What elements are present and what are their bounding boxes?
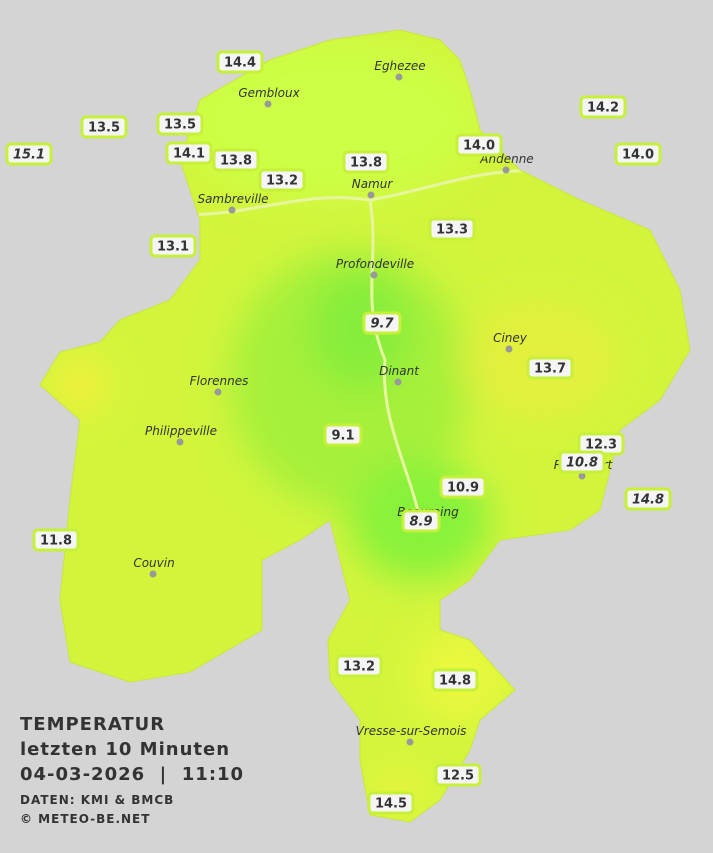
town-dot [228, 206, 236, 214]
town-dot [367, 191, 375, 199]
station-value: 13.2 [266, 174, 298, 189]
station-value: 13.3 [436, 223, 468, 238]
station-value: 14.2 [587, 101, 619, 116]
town-name: Vresse-sur-Semois [356, 724, 467, 738]
station-box [439, 475, 487, 499]
station-value: 13.8 [220, 154, 252, 169]
legend: TEMPERATUR letzten 10 Minuten 04-03-2026… [20, 714, 244, 826]
town-name: Sambreville [197, 192, 268, 206]
town-dot [149, 570, 157, 578]
legend-source: DATEN: KMI & BMCB [20, 793, 174, 807]
town-dot [370, 271, 378, 279]
station-value: 13.8 [350, 156, 382, 171]
station-box [5, 142, 53, 166]
station-value: 14.8 [632, 493, 664, 508]
station-box [614, 142, 662, 166]
station-box [434, 763, 482, 787]
station-value: 8.9 [409, 515, 432, 530]
town-name: Philippeville [145, 424, 217, 438]
station-value: 13.5 [88, 121, 120, 136]
station-box [149, 234, 197, 258]
station-value: 9.7 [370, 317, 394, 332]
town-name: Namur [352, 177, 394, 191]
station-value: 13.5 [164, 118, 196, 133]
station-box [431, 668, 479, 692]
station-value: 14.8 [439, 674, 471, 689]
station-box [165, 141, 213, 165]
town-dot [214, 388, 222, 396]
town-dot [505, 345, 513, 353]
town-name: Ciney [493, 331, 528, 345]
station-value: 13.1 [157, 240, 189, 255]
station-value: 10.9 [447, 481, 479, 496]
station-box [342, 150, 390, 174]
station-box [335, 654, 383, 678]
legend-copyright: © METEO-BE.NET [20, 812, 150, 826]
station-value: 14.4 [224, 56, 256, 71]
towns: EghezeeGemblouxAndenneNamurSambrevillePr… [133, 59, 614, 746]
station-value: 11.8 [40, 534, 72, 549]
town-name: Dinant [379, 364, 420, 378]
town-name: Florennes [190, 374, 249, 388]
station-box [428, 217, 476, 241]
station-box [401, 509, 441, 533]
station-box [558, 450, 606, 474]
station-box [455, 133, 503, 157]
station-box [624, 487, 672, 511]
station-value: 10.8 [566, 456, 598, 471]
station-value: 14.1 [173, 147, 205, 162]
station-value: 14.5 [375, 797, 407, 812]
town-dot [502, 166, 510, 174]
town-dot [264, 100, 272, 108]
town-dot [176, 438, 184, 446]
legend-title: TEMPERATUR [20, 714, 165, 735]
station-box [212, 148, 260, 172]
town-name: Eghezee [374, 59, 425, 73]
town-dot [578, 472, 586, 480]
station-value: 14.0 [463, 139, 495, 154]
station-value: 12.5 [442, 769, 474, 784]
station-box [579, 95, 627, 119]
station-value: 14.0 [622, 148, 654, 163]
station-value: 13.7 [534, 362, 566, 377]
town-dot [394, 378, 402, 386]
station-box [32, 528, 80, 552]
station-value: 13.2 [343, 660, 375, 675]
town-name: Couvin [133, 556, 174, 570]
station-value: 12.3 [585, 438, 617, 453]
station-box [80, 115, 128, 139]
station-box [367, 791, 415, 815]
station-value: 15.1 [13, 148, 45, 163]
station-value: 9.1 [331, 429, 354, 444]
station-box [323, 423, 363, 447]
town-name: Profondeville [336, 257, 414, 271]
station-box [526, 356, 574, 380]
legend-datetime: 04-03-2026 | 11:10 [20, 764, 244, 785]
station-box [258, 168, 306, 192]
station-box [216, 50, 264, 74]
stations: 14.4 13.5 13.5 15.1 14.1 13.8 13.2 13.8 14.0 14.2… [5, 50, 672, 815]
town-dot [406, 738, 414, 746]
station-box [156, 112, 204, 136]
town-dot [395, 73, 403, 81]
station-box [362, 311, 402, 335]
town-name: Gembloux [238, 86, 300, 100]
legend-subtitle: letzten 10 Minuten [20, 739, 230, 760]
